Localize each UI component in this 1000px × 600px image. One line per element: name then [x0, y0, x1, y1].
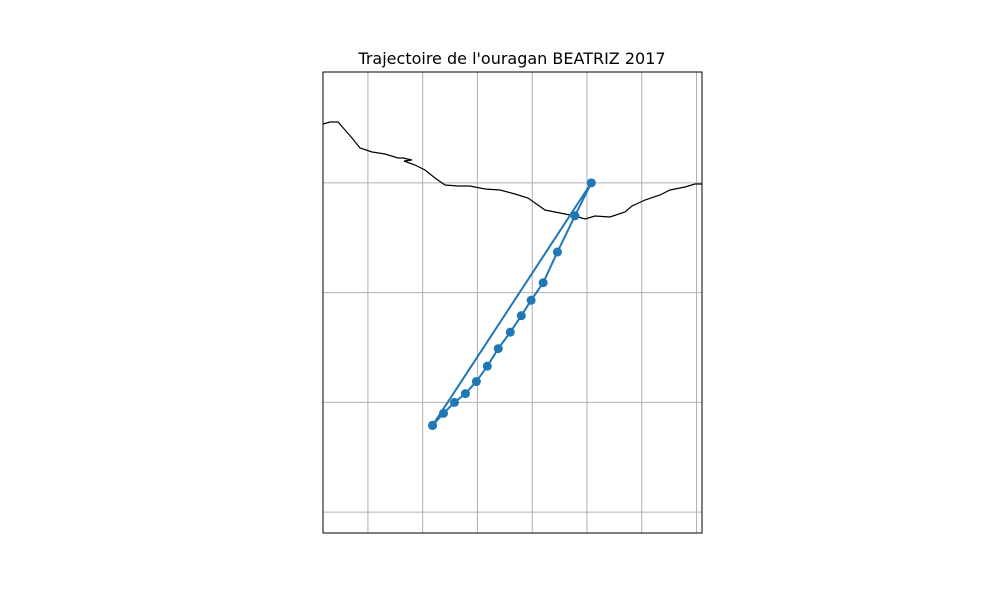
plot-area — [428, 178, 596, 430]
track-point — [449, 397, 459, 407]
track-point — [505, 327, 515, 337]
track-point — [438, 408, 448, 418]
track-point — [538, 278, 548, 288]
track-point — [482, 361, 492, 371]
axes-frame — [322, 71, 703, 534]
track-point — [570, 211, 580, 221]
coastline — [323, 121, 702, 220]
track-point — [428, 420, 438, 430]
track-point — [586, 178, 596, 188]
track-point — [526, 295, 536, 305]
chart-title: Trajectoire de l'ouragan BEATRIZ 2017 — [357, 49, 665, 68]
track-point — [471, 377, 481, 387]
track-point — [493, 344, 503, 354]
grid — [323, 72, 702, 533]
track-point — [460, 389, 470, 399]
track-point — [516, 311, 526, 321]
track-point — [552, 247, 562, 257]
